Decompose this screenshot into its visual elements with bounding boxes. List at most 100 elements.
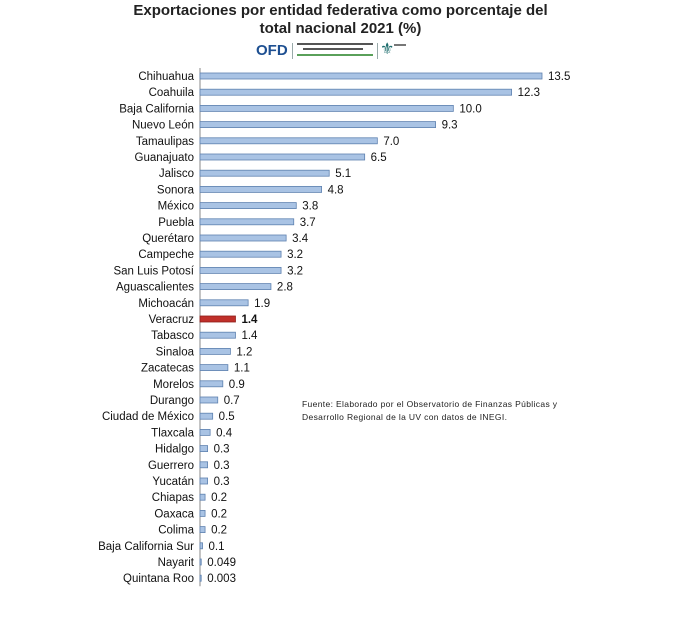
- category-label: Veracruz: [149, 314, 195, 326]
- bar: [199, 428, 211, 436]
- bar-highlight: [199, 315, 236, 323]
- value-label: 3.8: [302, 201, 318, 213]
- category-label: Campeche: [138, 249, 194, 261]
- value-label: 1.4: [241, 314, 258, 326]
- value-label: 4.8: [328, 184, 344, 196]
- chart-title-line2: total nacional 2021 (%): [259, 20, 422, 37]
- category-labels: Chihuahua Coahuila Baja California Nuevo Le…: [98, 71, 195, 585]
- bar: [199, 364, 229, 372]
- emblem-caption: [394, 44, 406, 46]
- bar: [199, 218, 295, 226]
- value-label: 0.3: [214, 476, 230, 488]
- value-label: 0.049: [207, 557, 236, 569]
- category-label: México: [158, 201, 194, 213]
- category-label: Yucatán: [152, 476, 194, 488]
- value-label: 0.3: [214, 444, 230, 456]
- category-label: Zacatecas: [141, 363, 194, 375]
- category-label: Quintana Roo: [123, 573, 194, 585]
- bar: [199, 299, 249, 307]
- bar: [199, 542, 203, 550]
- university-emblem-icon: ⚜: [380, 41, 395, 58]
- ofd-logo: OFD ⚜: [256, 40, 406, 62]
- category-label: Baja California Sur: [98, 541, 194, 553]
- logo-text: OFD: [256, 42, 288, 59]
- value-label: 0.2: [211, 508, 227, 520]
- category-label: Tabasco: [151, 330, 194, 342]
- category-label: Nuevo León: [132, 120, 194, 132]
- category-label: Chihuahua: [138, 71, 194, 83]
- bar: [199, 509, 206, 517]
- category-label: Oaxaca: [154, 508, 194, 520]
- bar: [199, 169, 330, 177]
- category-label: Michoacán: [138, 298, 194, 310]
- bar: [199, 526, 206, 533]
- category-label: Ciudad de México: [102, 411, 194, 423]
- category-label: Tlaxcala: [151, 427, 194, 439]
- value-label: 0.7: [224, 395, 240, 407]
- category-label: Aguascalientes: [116, 282, 194, 294]
- bar: [199, 250, 282, 258]
- value-label: 1.9: [254, 298, 270, 310]
- category-label: Jalisco: [159, 168, 194, 180]
- value-label: 10.0: [459, 103, 481, 115]
- chart-title-line1: Exportaciones por entidad federativa com…: [133, 2, 548, 19]
- bar: [199, 412, 214, 420]
- value-label: 9.3: [442, 120, 458, 132]
- bar: [199, 331, 236, 339]
- category-label: Durango: [150, 395, 194, 407]
- category-label: Chiapas: [152, 492, 194, 504]
- bar: [199, 72, 543, 80]
- category-label: San Luis Potosí: [113, 265, 194, 277]
- bar: [199, 493, 206, 501]
- value-label: 12.3: [518, 87, 540, 99]
- value-label: 1.4: [241, 330, 258, 342]
- bar: [199, 558, 202, 566]
- value-label: 5.1: [335, 168, 351, 180]
- value-label: 3.2: [287, 249, 303, 261]
- value-label: 3.7: [300, 217, 316, 229]
- bar: [199, 461, 208, 469]
- logo-subtitle-mark: [292, 43, 378, 59]
- value-label: 0.2: [211, 525, 227, 537]
- bar: [199, 202, 297, 210]
- category-label: Sonora: [157, 184, 195, 196]
- bar: [199, 153, 366, 161]
- category-label: Querétaro: [142, 233, 194, 245]
- value-label: 0.3: [214, 460, 230, 472]
- value-label: 3.2: [287, 265, 303, 277]
- category-label: Guanajuato: [135, 152, 194, 164]
- category-label: Baja California: [119, 103, 194, 115]
- value-label: 7.0: [383, 136, 399, 148]
- bar: [199, 396, 219, 404]
- value-label: 3.4: [292, 233, 309, 245]
- bar: [199, 88, 513, 96]
- bar: [199, 380, 224, 388]
- category-label: Sinaloa: [156, 346, 195, 358]
- value-label: 0.003: [207, 573, 236, 585]
- category-label: Hidalgo: [155, 444, 194, 456]
- source-note: Fuente: Elaborado por el Observatorio de…: [302, 399, 558, 422]
- value-labels: 13.5 12.3 10.09.3 7.0 6.5 5.1 4.8 3.8 3.7 3.4 3.2 3…: [207, 71, 570, 585]
- value-label: 2.8: [277, 282, 293, 294]
- bar: [199, 137, 378, 145]
- category-label: Guerrero: [148, 460, 194, 472]
- bar: [199, 266, 282, 274]
- bar: [199, 121, 437, 128]
- value-label: 0.9: [229, 379, 245, 391]
- category-label: Colima: [158, 525, 194, 537]
- value-label: 6.5: [371, 152, 387, 164]
- category-label: Nayarit: [158, 557, 195, 569]
- value-label: 0.5: [219, 411, 235, 423]
- bar: [199, 105, 454, 112]
- category-label: Morelos: [153, 379, 194, 391]
- bar: [199, 185, 322, 193]
- value-label: 0.2: [211, 492, 227, 504]
- value-label: 0.1: [209, 541, 225, 553]
- category-label: Coahuila: [149, 87, 195, 99]
- bar: [199, 347, 231, 355]
- bar: [199, 445, 208, 453]
- bars: [199, 72, 543, 582]
- bar: [199, 234, 287, 242]
- value-label: 13.5: [548, 71, 570, 83]
